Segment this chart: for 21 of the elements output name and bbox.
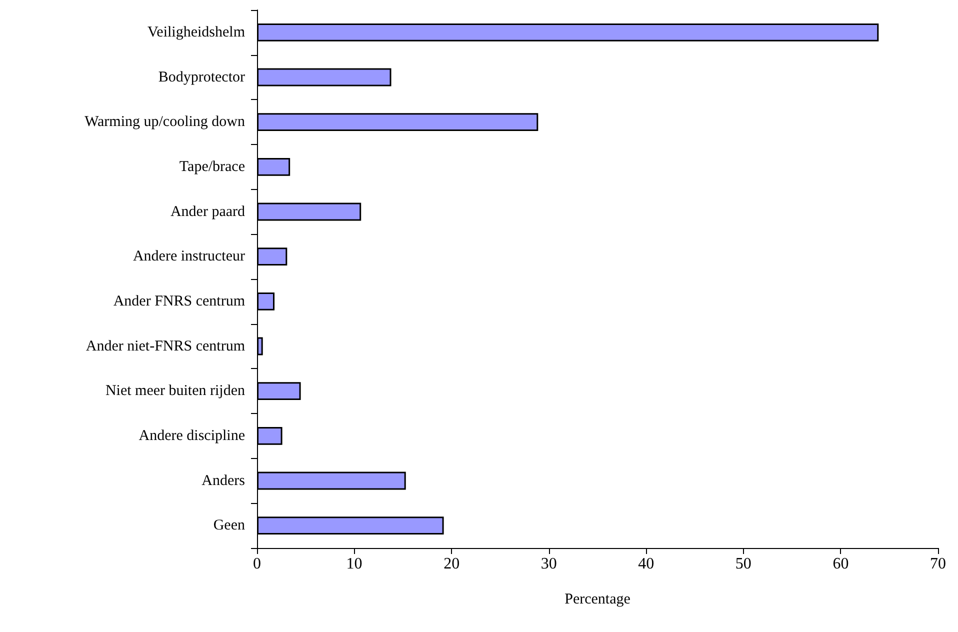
x-tick-label: 30 (540, 556, 557, 572)
y-tick-label: Niet meer buiten rijden (105, 383, 246, 400)
y-tick-label: Andere instructeur (132, 248, 245, 265)
x-tick-label: 50 (735, 556, 752, 572)
y-tick-label: Anders (202, 472, 246, 489)
x-tick-label: 20 (444, 556, 460, 572)
x-tick-label: 0 (253, 556, 261, 572)
y-tick-label: Ander FNRS centrum (113, 293, 246, 310)
x-tick-label: 70 (930, 556, 946, 572)
y-tick-label: Geen (213, 518, 246, 534)
y-tick-label: Warming up/cooling down (84, 114, 246, 130)
x-axis-title: Percentage (564, 592, 631, 608)
y-tick-label: Ander niet-FNRS centrum (86, 338, 246, 354)
y-tick-label: Andere discipline (138, 428, 246, 444)
x-tick-label: 40 (638, 556, 654, 572)
x-tick-label: 60 (832, 556, 849, 572)
y-tick-label: Bodyprotector (158, 69, 245, 86)
x-tick-label: 10 (346, 556, 362, 572)
y-tick-label: Veiligheidshelm (148, 24, 246, 40)
y-tick-label: Tape/brace (179, 158, 246, 175)
y-tick-label: Ander paard (170, 204, 246, 220)
